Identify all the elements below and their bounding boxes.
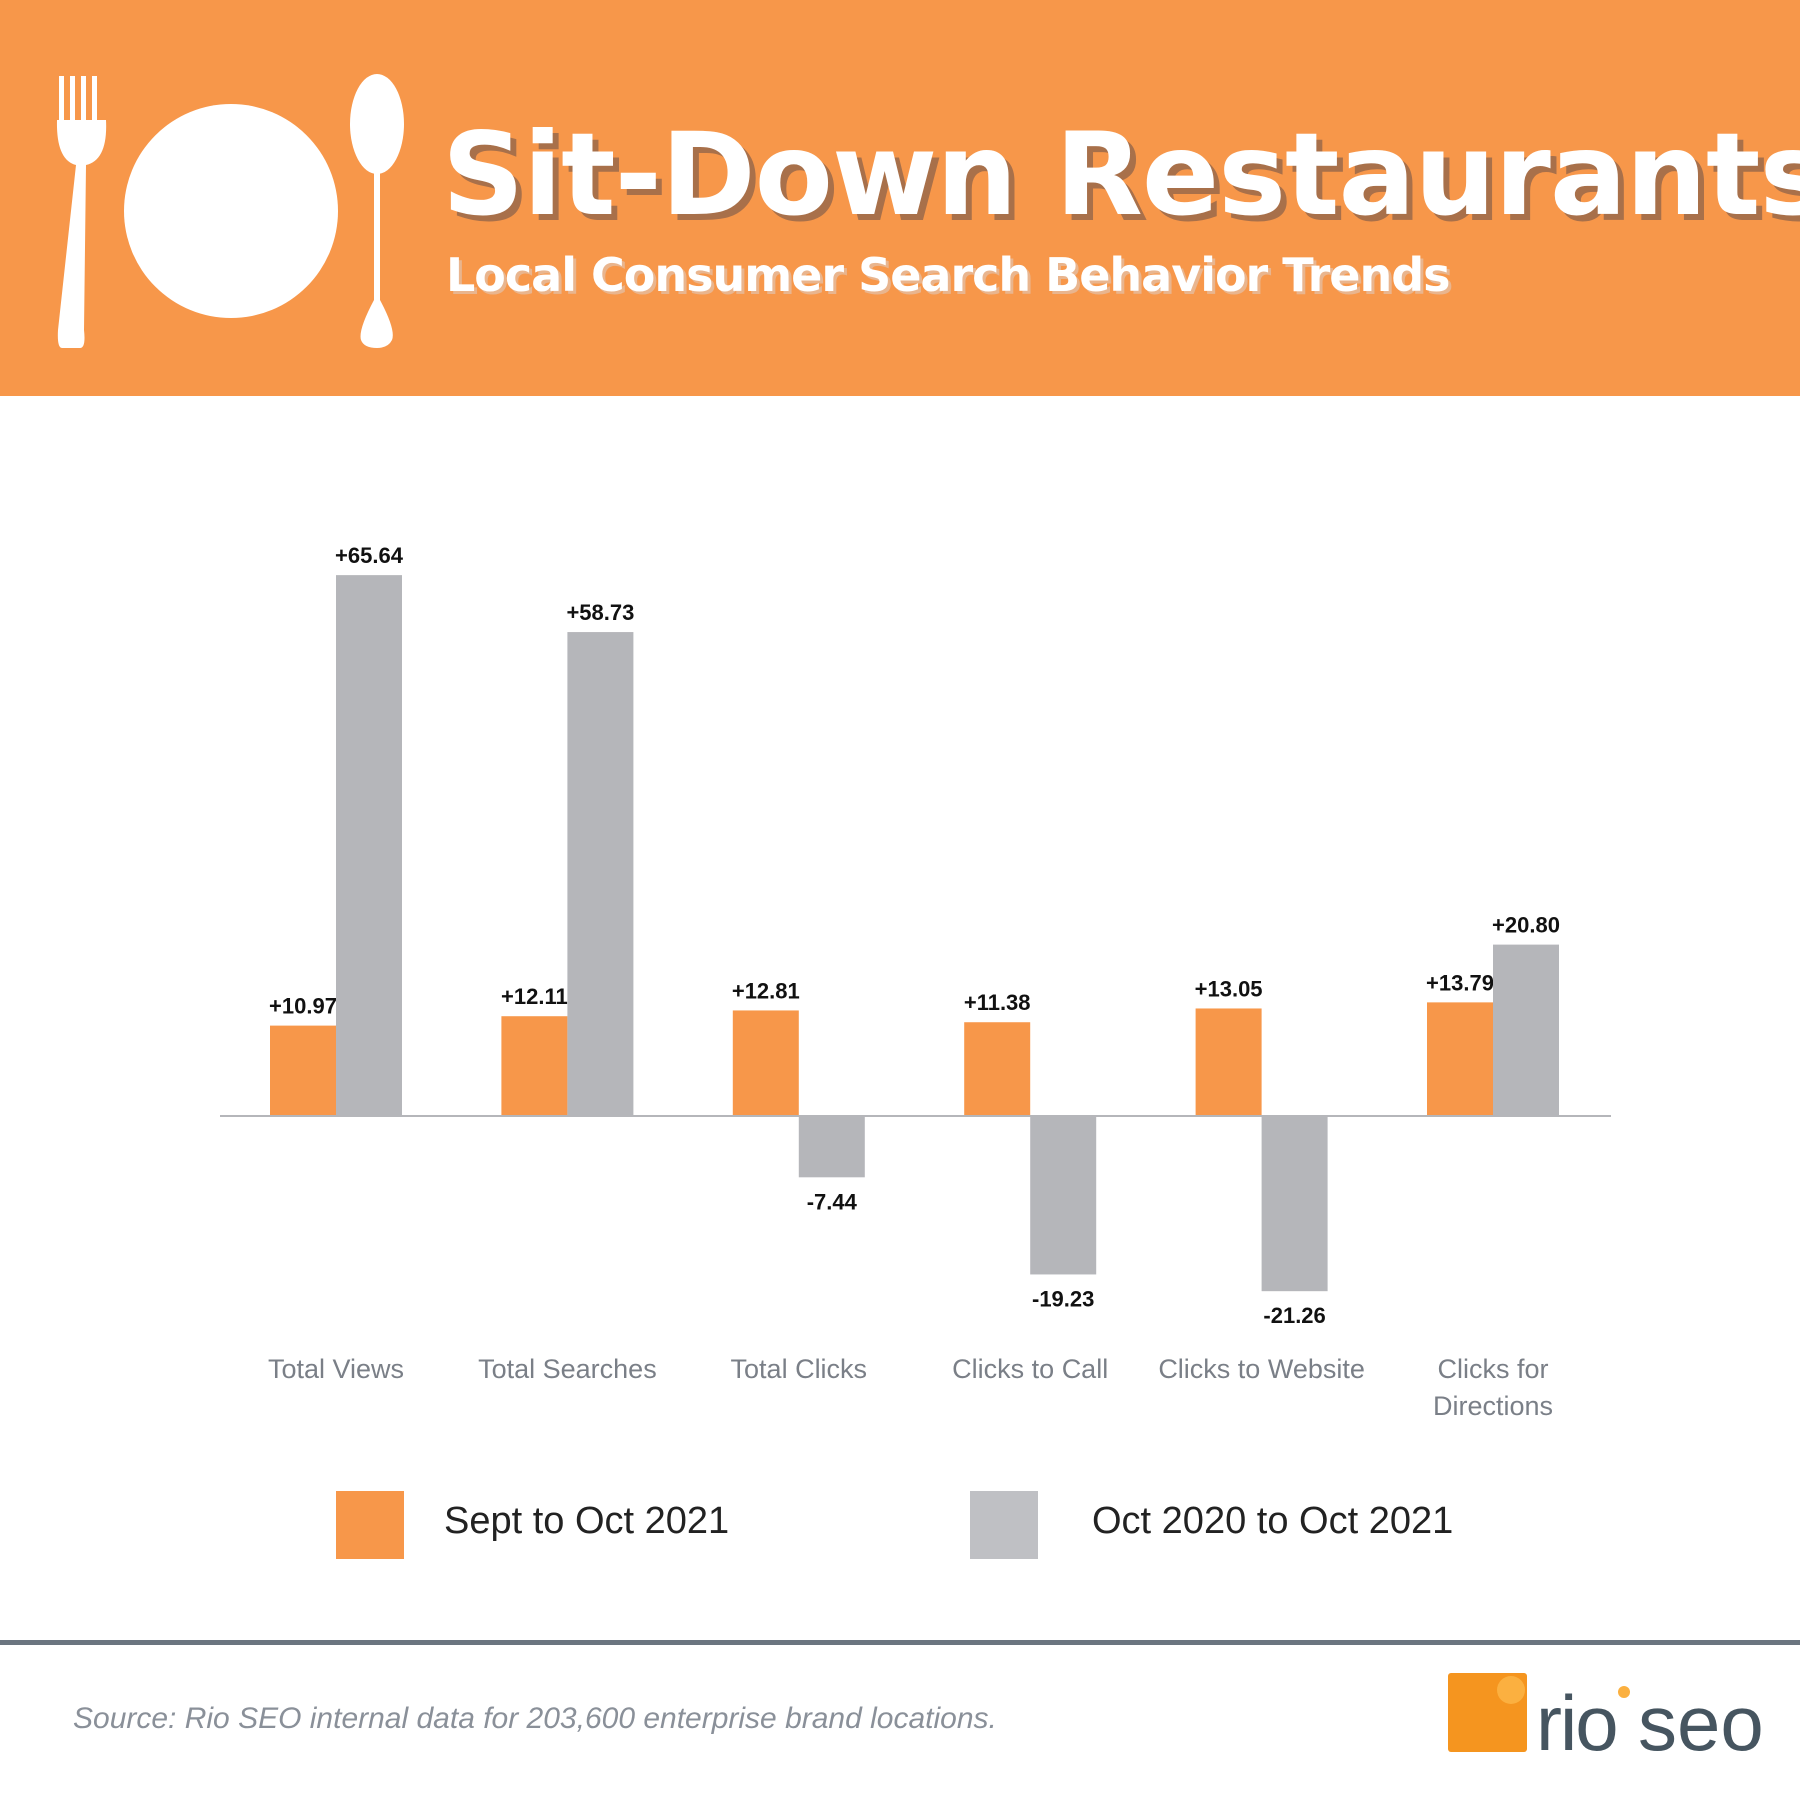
category-label: Total Searches xyxy=(478,1354,657,1384)
category-label: Total Clicks xyxy=(731,1354,868,1384)
footer-divider xyxy=(0,1640,1800,1645)
data-label: -21.26 xyxy=(1263,1303,1325,1328)
category-label: Clicks to Website xyxy=(1158,1354,1365,1384)
spoon-icon xyxy=(350,74,404,348)
data-label: +20.80 xyxy=(1492,913,1560,938)
data-label: +11.38 xyxy=(964,990,1031,1015)
data-label: +10.97 xyxy=(269,994,337,1019)
data-label: +65.64 xyxy=(335,543,404,568)
category-label: Total Views xyxy=(268,1354,404,1384)
bar-oct2020-oct2021 xyxy=(336,575,402,1116)
plate-icon xyxy=(124,104,338,318)
bar-oct2020-oct2021 xyxy=(1030,1116,1097,1275)
bar-sept-oct-2021 xyxy=(1427,1002,1493,1116)
bar-sept-oct-2021 xyxy=(964,1022,1031,1116)
data-label: -19.23 xyxy=(1032,1286,1094,1311)
bar-sept-oct-2021 xyxy=(1195,1008,1262,1116)
legend-label-oct2020-oct2021: Oct 2020 to Oct 2021 xyxy=(1092,1500,1454,1542)
data-label: +12.11 xyxy=(501,984,568,1009)
bar-chart: +10.97 +65.64 Total Views +12.11 +58.73 Total… xyxy=(220,543,1611,1421)
bar-sept-oct-2021 xyxy=(270,1025,336,1116)
data-label: -7.44 xyxy=(807,1189,858,1214)
data-label: +13.05 xyxy=(1195,976,1263,1001)
svg-text:seo: seo xyxy=(1638,1679,1764,1760)
page-title: Sit-Down Restaurants xyxy=(442,108,1800,241)
category-label: Clicks for xyxy=(1437,1354,1548,1384)
data-label: +58.73 xyxy=(566,600,634,625)
legend-swatch-sept-oct-2021 xyxy=(336,1491,404,1559)
legend-swatch-oct2020-oct2021 xyxy=(970,1491,1038,1559)
bar-sept-oct-2021 xyxy=(501,1016,568,1116)
category-label: Clicks to Call xyxy=(952,1354,1108,1384)
rio-seo-logo: rio seo xyxy=(1448,1673,1764,1760)
bar-oct2020-oct2021 xyxy=(1493,944,1559,1116)
bar-oct2020-oct2021 xyxy=(567,632,634,1116)
header-banner: Sit-Down Restaurants Local Consumer Sear… xyxy=(0,0,1800,396)
restaurant-icons xyxy=(56,74,404,348)
bar-sept-oct-2021 xyxy=(732,1010,799,1116)
page-subtitle: Local Consumer Search Behavior Trends xyxy=(446,248,1451,302)
fork-icon xyxy=(56,76,107,348)
bar-oct2020-oct2021 xyxy=(1261,1116,1328,1292)
category-label: Directions xyxy=(1433,1391,1553,1421)
legend-label-sept-oct-2021: Sept to Oct 2021 xyxy=(444,1500,730,1542)
data-label: +12.81 xyxy=(732,978,800,1003)
bar-oct2020-oct2021 xyxy=(798,1116,865,1178)
svg-text:rio: rio xyxy=(1536,1679,1617,1760)
data-label: +13.79 xyxy=(1426,970,1494,995)
source-note: Source: Rio SEO internal data for 203,60… xyxy=(73,1702,997,1735)
